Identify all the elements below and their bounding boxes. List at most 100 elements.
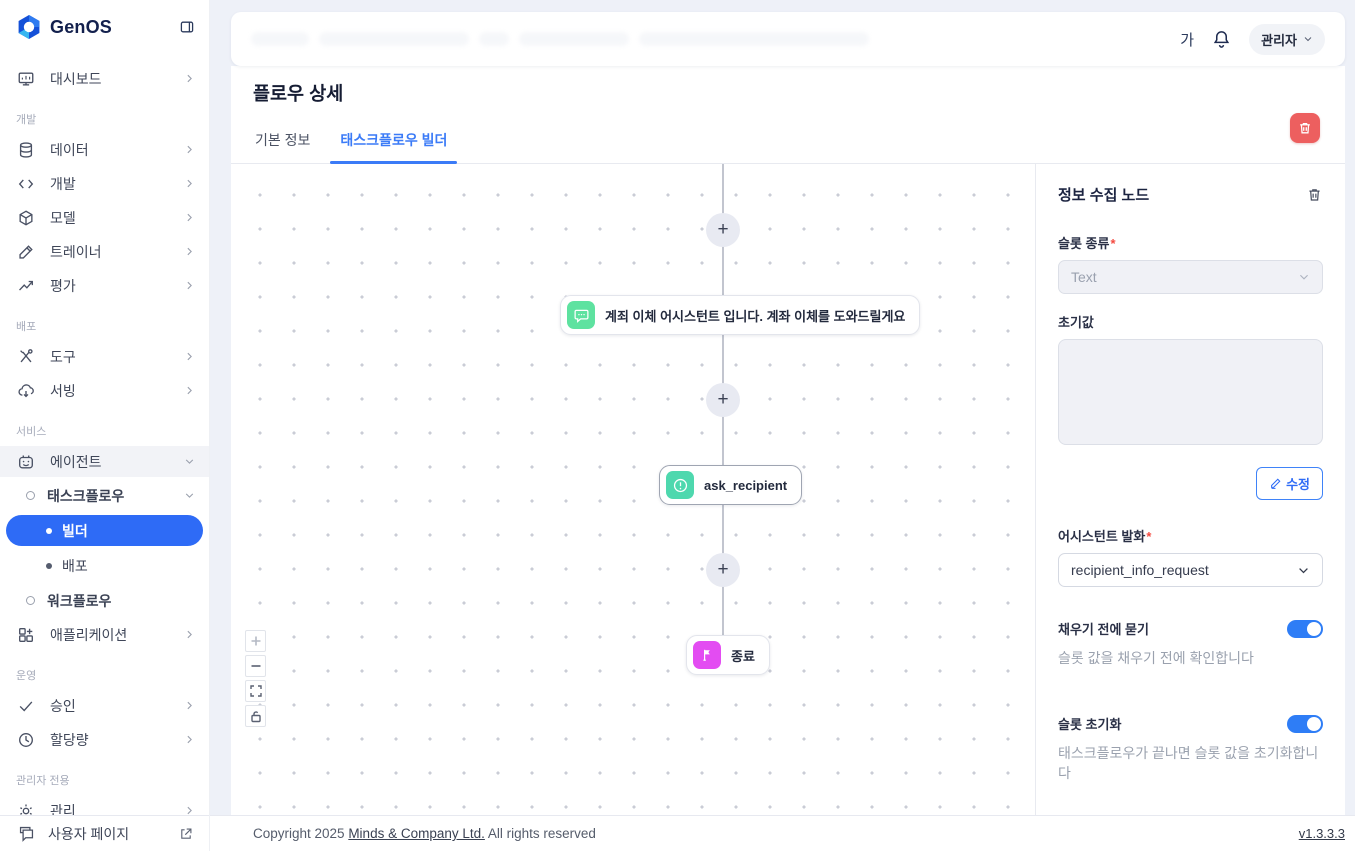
quota-icon — [16, 730, 36, 750]
zoom-in-icon — [250, 635, 262, 647]
sidebar-item-대시보드[interactable]: 대시보드 — [0, 63, 209, 94]
external-link-icon — [179, 827, 193, 841]
dashboard-icon — [16, 69, 36, 89]
chevron-right-icon — [184, 700, 195, 711]
sidebar-item-태스크플로우[interactable]: 태스크플로우 — [0, 480, 209, 511]
slot-reset-toggle[interactable] — [1287, 714, 1323, 733]
sidebar-item-개발[interactable]: 개발 — [0, 168, 209, 199]
add-node-button-1[interactable]: + — [706, 213, 740, 247]
sidebar-item-애플리케이션[interactable]: 애플리케이션 — [0, 619, 209, 650]
sidebar-item-서빙[interactable]: 서빙 — [0, 375, 209, 406]
initial-value-textarea[interactable] — [1058, 339, 1323, 445]
tab-taskflow-builder[interactable]: 태스크플로우 빌더 — [330, 130, 458, 164]
assistant-utterance-select[interactable]: recipient_info_request — [1058, 553, 1323, 587]
top-header: 가 관리자 — [231, 12, 1345, 66]
sidebar-item-할당량[interactable]: 할당량 — [0, 724, 209, 755]
zoom-out-button[interactable] — [245, 655, 266, 677]
chat-bubble-icon — [567, 301, 595, 329]
sidebar-section-label: 서비스 — [16, 426, 47, 438]
sidebar-item-user-page[interactable]: 사용자 페이지 — [0, 815, 209, 851]
version-link[interactable]: v1.3.3.3 — [1298, 826, 1345, 841]
slot-type-value: Text — [1071, 269, 1097, 285]
sidebar-item-승인[interactable]: 승인 — [0, 690, 209, 721]
sidebar-item-label: 평가 — [50, 277, 76, 294]
ask-before-fill-label: 채우기 전에 묻기 — [1058, 622, 1149, 637]
code-icon — [16, 174, 36, 194]
builder-workspace: + 계죄 이체 어시스턴트 입니다. 계좌 이체를 도와드릴게요 — [231, 164, 1345, 815]
notification-bell-icon[interactable] — [1212, 29, 1231, 49]
sidebar-collapse-icon[interactable] — [179, 19, 195, 35]
user-menu[interactable]: 관리자 — [1249, 23, 1325, 55]
flow-canvas[interactable]: + 계죄 이체 어시스턴트 입니다. 계좌 이체를 도와드릴게요 — [231, 164, 1035, 815]
chevron-right-icon — [184, 734, 195, 745]
sidebar: GenOS 대시보드 개발 데이터 개발 모델 트레이너 평가 배포 도구 서빙 서비스 에이전트 태스… — [0, 0, 210, 851]
plus-icon: + — [717, 559, 729, 580]
zoom-out-icon — [250, 660, 262, 672]
user-page-label: 사용자 페이지 — [48, 825, 130, 842]
sidebar-item-label: 데이터 — [50, 141, 89, 158]
sidebar-item-빌더[interactable]: 빌더 — [6, 515, 203, 546]
initial-value-label: 초기값 — [1058, 315, 1094, 330]
sidebar-item-label: 애플리케이션 — [50, 626, 128, 643]
sidebar-section-label: 운영 — [16, 670, 37, 682]
sidebar-item-배포[interactable]: 배포 — [6, 550, 203, 581]
brand-name: GenOS — [50, 16, 113, 37]
sidebar-item-label: 트레이너 — [50, 243, 102, 260]
chevron-right-icon — [184, 178, 195, 189]
sidebar-item-label: 모델 — [50, 209, 76, 226]
sidebar-item-label: 서빙 — [50, 382, 76, 399]
copyright-text: Copyright 2025 Minds & Company Ltd. All … — [253, 826, 596, 841]
sidebar-item-도구[interactable]: 도구 — [0, 341, 209, 372]
node-properties-panel: 정보 수집 노드 슬롯 종류* Text — [1035, 164, 1345, 815]
bullet-icon — [46, 562, 52, 569]
fit-view-icon — [249, 685, 262, 697]
slot-type-select[interactable]: Text — [1058, 260, 1323, 294]
fit-view-button[interactable] — [245, 680, 266, 702]
slot-reset-label: 슬롯 초기화 — [1058, 717, 1122, 732]
plus-icon: + — [717, 389, 729, 410]
edit-button[interactable]: 수정 — [1256, 467, 1323, 500]
sidebar-section-label: 관리자 전용 — [16, 775, 70, 787]
sidebar-item-label: 할당량 — [50, 731, 89, 748]
ask-recipient-node[interactable]: ask_recipient — [659, 465, 803, 505]
tab-basic-info[interactable]: 기본 정보 — [255, 132, 311, 148]
delete-flow-button[interactable] — [1290, 113, 1320, 143]
chevron-right-icon — [184, 629, 195, 640]
chevron-right-icon — [184, 805, 195, 815]
company-link[interactable]: Minds & Company Ltd. — [348, 826, 485, 841]
alert-circle-icon — [666, 471, 694, 499]
sidebar-item-평가[interactable]: 평가 — [0, 270, 209, 301]
chevron-down-icon — [1303, 34, 1313, 44]
sidebar-item-모델[interactable]: 모델 — [0, 202, 209, 233]
ask-before-fill-toggle[interactable] — [1287, 619, 1323, 638]
plus-icon: + — [717, 219, 729, 240]
sidebar-item-워크플로우[interactable]: 워크플로우 — [0, 585, 209, 616]
pencil-icon — [1269, 477, 1282, 490]
sidebar-item-트레이너[interactable]: 트레이너 — [0, 236, 209, 267]
delete-node-icon[interactable] — [1306, 186, 1323, 203]
message-node-label: 계죄 이체 어시스턴트 입니다. 계좌 이체를 도와드릴게요 — [605, 308, 906, 324]
sidebar-item-label: 빌더 — [62, 522, 88, 539]
zoom-in-button[interactable] — [245, 630, 266, 652]
admin-icon — [16, 801, 36, 816]
tools-icon — [16, 347, 36, 367]
add-node-button-3[interactable]: + — [706, 553, 740, 587]
model-icon — [16, 208, 36, 228]
page-title: 플로우 상세 — [253, 83, 344, 104]
message-node[interactable]: 계죄 이체 어시스턴트 입니다. 계좌 이체를 도와드릴게요 — [560, 295, 921, 335]
user-page-icon — [16, 824, 36, 844]
database-icon — [16, 140, 36, 160]
lock-button[interactable] — [245, 705, 266, 727]
genos-logo-icon — [16, 14, 42, 40]
sidebar-item-에이전트[interactable]: 에이전트 — [0, 446, 209, 477]
add-node-button-2[interactable]: + — [706, 383, 740, 417]
sidebar-item-관리[interactable]: 관리 — [0, 795, 209, 815]
end-node[interactable]: 종료 — [686, 635, 770, 675]
tabs: 기본 정보 태스크플로우 빌더 — [231, 130, 1345, 164]
sidebar-item-label: 대시보드 — [50, 70, 102, 87]
font-size-button[interactable]: 가 — [1180, 31, 1195, 49]
ask-recipient-node-label: ask_recipient — [704, 477, 788, 493]
serving-icon — [16, 381, 36, 401]
sidebar-item-데이터[interactable]: 데이터 — [0, 134, 209, 165]
